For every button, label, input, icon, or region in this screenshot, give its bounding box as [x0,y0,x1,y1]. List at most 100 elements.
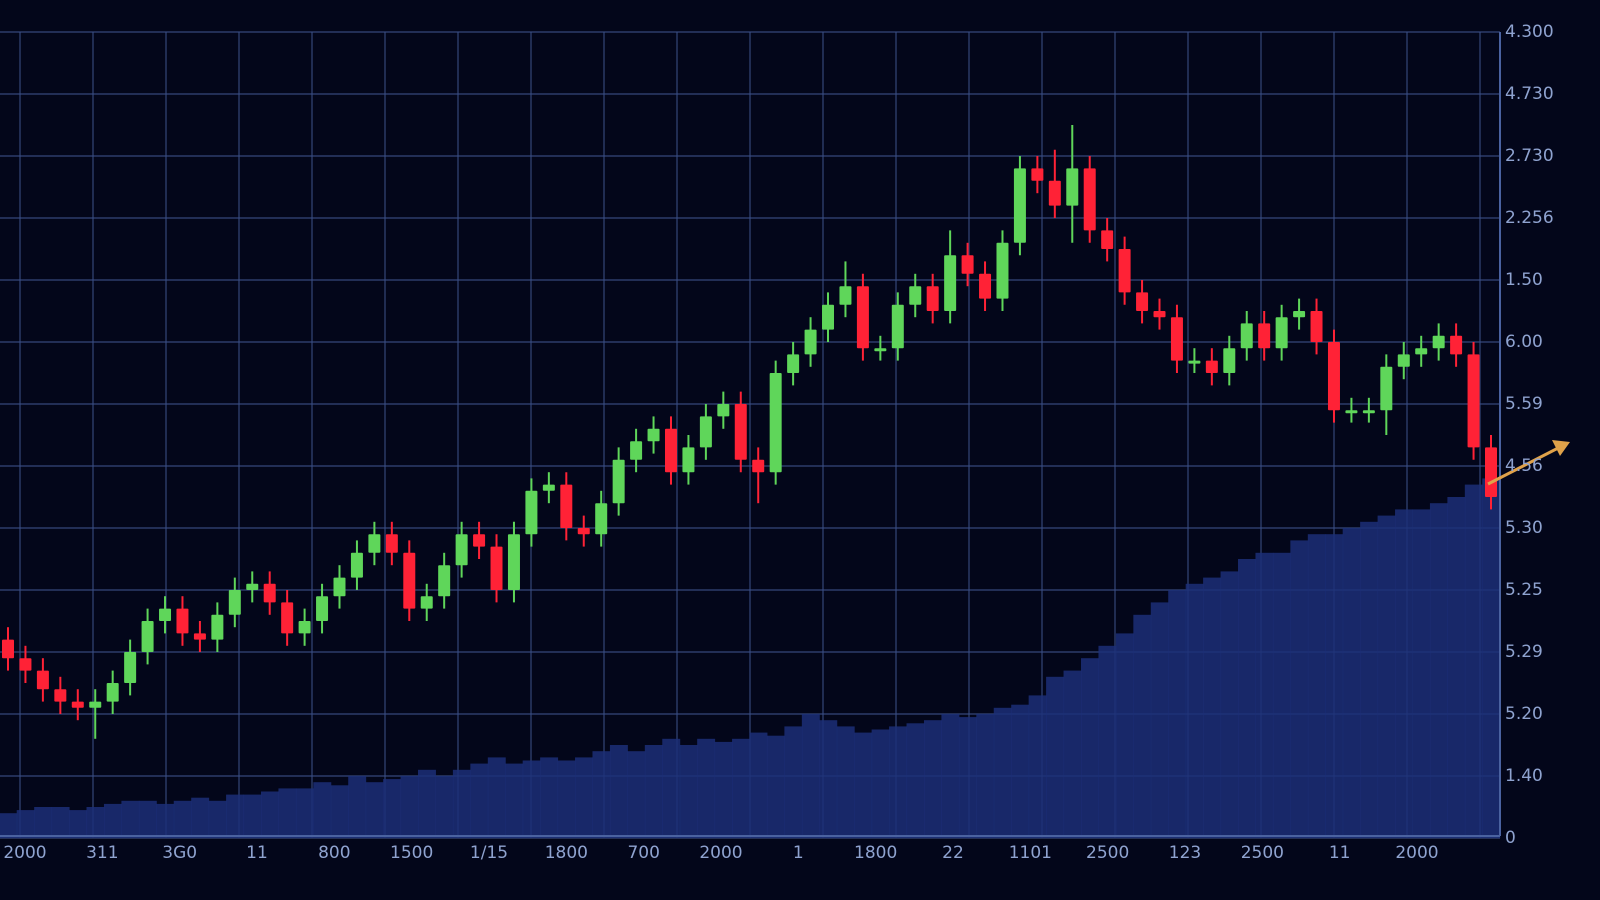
x-tick-label: 123 [1169,843,1201,863]
candle-body [106,683,119,702]
candle-body [1013,168,1026,243]
plot [0,125,1501,838]
volume-bar [784,726,803,838]
candle-body [263,583,276,603]
x-tick-label: 2000 [1395,843,1438,863]
candle-body [368,534,381,553]
volume-bar [575,757,593,838]
candle-body [1083,168,1096,231]
volume-bar [121,800,140,838]
candle-body [1467,354,1480,448]
volume-bar [1098,645,1117,838]
volume-bar [1238,559,1256,838]
volume-bar [1150,602,1169,838]
candle-body [1136,292,1149,311]
candle-body [856,286,869,349]
volume-bar [1168,590,1187,838]
volume-bar [662,738,681,838]
volume-bar [889,726,908,838]
volume-bar [1115,633,1134,838]
x-tick-label: 1800 [545,843,588,863]
volume-bar [348,776,367,838]
volume-bar [260,791,279,838]
volume-bar [1011,704,1030,838]
candle-body [682,447,695,473]
volume-bar [51,807,70,838]
volume-bar [1464,484,1483,838]
volume-bar [522,760,541,838]
candle-body [36,670,49,690]
candle-body [159,608,172,621]
volume-bar [557,760,576,838]
candle-body [874,348,887,352]
volume-bar [313,782,332,838]
volume-bar [435,776,454,838]
volume-bar [173,800,192,838]
y-tick-label: 1.50 [1505,270,1543,290]
candle-body [1048,180,1061,206]
volume-bar [103,803,122,838]
candle-body [664,428,677,473]
volume-bar [836,726,855,838]
candle-body [193,633,206,640]
volume-bar [330,785,349,838]
volume-bar [69,810,88,838]
volume-bar [819,720,838,838]
y-tick-label: 2.256 [1505,208,1554,228]
volume-bar [1028,695,1047,838]
candle-body [1310,311,1323,342]
volume-bar [1080,658,1099,838]
candle-body [1432,335,1445,349]
candle-body [1327,342,1340,411]
candle-body [333,577,346,597]
candle-body [752,459,765,473]
y-tick-label: 5.29 [1505,642,1543,662]
candle-body [54,689,67,702]
volume-bar [418,769,436,838]
x-tick-label: 2000 [3,843,46,863]
candle-body [769,373,782,473]
volume-bar [958,717,977,838]
volume-bar [226,794,245,838]
candle-body [473,534,486,547]
volume-bar [1063,670,1082,838]
x-tick-label: 22 [942,843,964,863]
volume-bar [627,751,646,838]
candle-body [1066,168,1079,206]
x-tick-label: 1500 [390,843,433,863]
volume-bar [1133,614,1152,838]
volume-bar [1447,497,1466,838]
y-tick-label: 4.56 [1505,456,1543,476]
x-tick-label: 11 [1329,843,1351,863]
volume-bar [0,813,18,838]
volume-bar [1377,515,1396,838]
volume-bar [1185,583,1204,838]
candle-body [560,484,573,528]
candle-body [228,590,241,615]
x-tick-label: 1 [793,843,804,863]
candle-body [787,354,800,373]
candle-body [612,459,625,504]
candle-body [734,404,747,460]
candle-body [350,552,363,578]
candle-body [1031,168,1044,181]
candle-body [961,255,974,274]
candle-body [403,552,416,609]
volume-bar [1046,676,1065,838]
candle-body [1118,249,1131,293]
candle-body [211,614,224,640]
volume-bar [592,751,611,838]
candle-body [89,701,102,708]
y-tick-label: 5.30 [1505,518,1543,538]
y-tick-label: 0 [1505,828,1516,848]
candle-body [507,534,520,590]
volume-bar [1220,571,1239,838]
volume-bar [906,723,925,838]
candle-body [839,286,852,305]
candle-body [1293,311,1306,318]
candle-body [420,596,433,609]
volume-bar [976,714,995,838]
volume-bar [1429,503,1448,838]
volume-bar [383,779,402,838]
